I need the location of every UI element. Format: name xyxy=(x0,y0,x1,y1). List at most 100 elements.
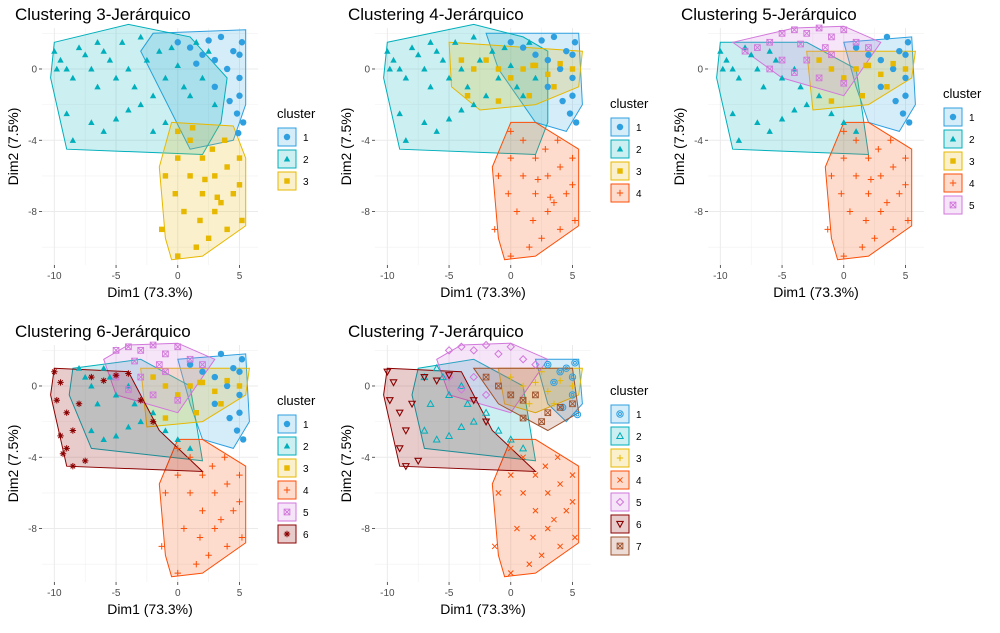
data-point xyxy=(226,97,233,105)
data-point xyxy=(162,368,169,376)
data-point xyxy=(791,26,798,34)
legend: cluster 1 2 3 4 5 6 7 xyxy=(610,383,649,556)
data-point xyxy=(550,378,558,387)
data-point xyxy=(162,350,169,358)
x-tick-label: 0 xyxy=(508,271,514,282)
data-point xyxy=(94,400,101,407)
legend-marker xyxy=(616,145,624,152)
data-point xyxy=(100,377,107,384)
data-point xyxy=(414,457,423,466)
data-point xyxy=(236,383,243,389)
data-point xyxy=(902,74,909,82)
data-point xyxy=(63,110,70,117)
cluster-hull-4 xyxy=(491,438,580,578)
data-point xyxy=(235,129,242,137)
data-point xyxy=(489,47,496,54)
data-point xyxy=(531,360,540,369)
data-point xyxy=(197,217,203,224)
data-point xyxy=(189,125,196,131)
chart-panel-3: Clustering 5-Jerárquico -10 -5 0 5 0 -4 -8 Dim1 … xyxy=(671,5,982,300)
data-point xyxy=(529,217,537,224)
data-point xyxy=(507,252,514,260)
data-point xyxy=(131,357,138,365)
data-point xyxy=(526,92,533,99)
legend-swatch xyxy=(610,492,630,512)
data-point xyxy=(236,471,243,479)
legend-key-3: 3 xyxy=(943,151,975,171)
data-point xyxy=(186,361,194,368)
data-point xyxy=(137,418,144,425)
legend-label: 5 xyxy=(969,201,975,212)
data-point xyxy=(420,373,429,382)
data-point xyxy=(432,377,441,385)
legend-key-4: 4 xyxy=(277,480,309,500)
data-point xyxy=(88,119,95,126)
data-point xyxy=(125,386,132,393)
legend-key-5: 5 xyxy=(943,195,975,215)
data-point xyxy=(519,414,527,422)
data-point xyxy=(469,372,478,382)
legend: cluster 1 2 3 4 5 xyxy=(943,86,982,215)
data-point xyxy=(791,69,798,76)
data-point xyxy=(209,146,216,152)
data-point xyxy=(556,368,564,376)
data-point xyxy=(402,137,410,143)
data-point xyxy=(840,119,847,126)
cluster-points-1 xyxy=(174,33,247,137)
x-tick-label: -10 xyxy=(47,271,62,282)
data-point xyxy=(223,480,231,488)
data-point xyxy=(507,373,514,381)
x-axis-title: Dim1 (73.3%) xyxy=(107,601,193,617)
x-tick-label: -5 xyxy=(112,271,121,282)
data-point xyxy=(162,415,169,421)
data-point xyxy=(199,51,206,58)
data-point xyxy=(421,119,428,126)
data-point xyxy=(741,47,749,55)
data-point xyxy=(238,534,246,541)
data-point xyxy=(457,385,466,394)
data-point xyxy=(175,253,181,259)
x-tick-label: 0 xyxy=(508,588,514,599)
data-point xyxy=(396,110,403,117)
data-point xyxy=(526,400,533,408)
data-point xyxy=(519,444,528,452)
x-tick-label: -5 xyxy=(112,588,121,599)
data-point xyxy=(569,154,576,162)
data-point xyxy=(778,56,786,64)
legend-marker xyxy=(615,497,625,507)
data-point xyxy=(571,39,579,46)
legend-key-4: 4 xyxy=(943,173,975,193)
legend-key-1: 1 xyxy=(277,414,309,434)
data-point xyxy=(174,445,181,452)
data-point xyxy=(865,190,872,197)
legend-key-2: 2 xyxy=(610,139,642,159)
data-point xyxy=(100,128,107,134)
data-point xyxy=(852,44,860,51)
x-tick-label: -5 xyxy=(778,271,787,282)
x-axis-title: Dim1 (73.3%) xyxy=(107,284,193,300)
chart-panel-1: Clustering 3-Jerárquico -10 -5 0 5 0 -4 -8 Dim1 … xyxy=(5,5,316,300)
data-point xyxy=(520,454,527,461)
data-point xyxy=(532,391,539,399)
data-point xyxy=(106,56,114,63)
data-point xyxy=(94,83,101,90)
data-point xyxy=(389,379,398,387)
data-point xyxy=(883,33,891,41)
data-point xyxy=(125,423,132,430)
data-point xyxy=(852,128,860,134)
data-point xyxy=(233,110,241,117)
data-point xyxy=(63,409,70,416)
data-point xyxy=(211,101,218,108)
data-point xyxy=(119,39,126,45)
data-point xyxy=(481,390,491,400)
cluster-hull-5 xyxy=(436,342,549,414)
legend-key-1: 1 xyxy=(277,127,309,147)
data-point xyxy=(569,498,576,505)
data-point xyxy=(905,119,913,126)
data-point xyxy=(75,44,83,51)
data-point xyxy=(735,74,743,81)
data-point xyxy=(878,71,884,78)
data-point xyxy=(538,37,545,44)
y-tick-label: 0 xyxy=(31,381,37,392)
data-point xyxy=(495,382,502,390)
